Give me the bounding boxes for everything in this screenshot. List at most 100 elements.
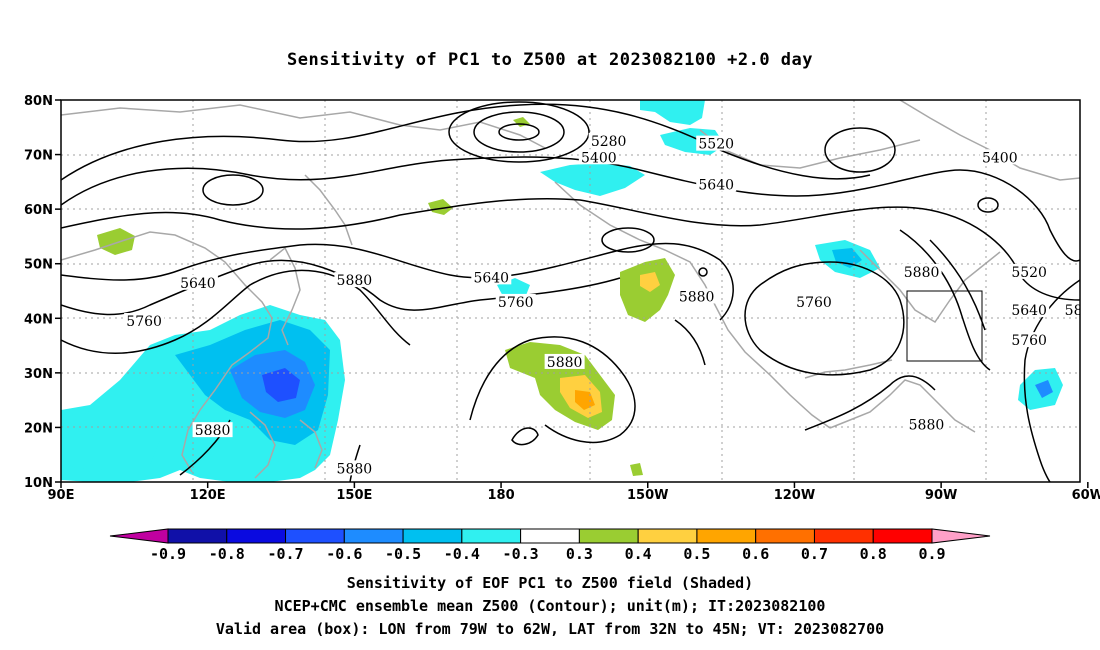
colorbar-swatch [402,528,463,544]
contour-label-bg [544,353,585,369]
y-axis: 10N 20N 30N 40N 50N 60N 70N 80N [24,94,61,491]
colorbar-swatch [343,528,404,544]
y-tick-label: 70N [24,149,53,164]
colorbar-label: 0.3 [566,545,593,563]
contour-label-bg [1009,332,1050,348]
positive-region-siberia [428,199,453,215]
x-tick-label: 120W [774,488,815,503]
negative-region-bering [540,163,645,196]
colorbar-swatch [755,528,815,544]
valid-area-box [906,290,983,362]
y-tick-label: 10N [24,476,53,491]
x-tick-label: 150E [336,488,372,503]
contour-label-bg [906,416,947,432]
contour-label-bg [471,269,512,285]
colorbar-swatch [520,528,580,544]
footer-line-2: NCEP+CMC ensemble mean Z500 (Contour); u… [274,597,826,615]
x-tick-label: 120E [190,488,226,503]
contour-labels: 5280540055205640540055205640576058858805… [124,132,1092,477]
contour-label-bg [1009,302,1050,318]
x-tick-label: 90W [925,488,957,503]
contour-label: 5520 [698,137,734,153]
x-tick-label: 60W [1072,488,1100,503]
colorbar: -0.9 -0.8 -0.7 -0.6 -0.5 -0.4 -0.3 0.3 0.4 0.5 0.6… [109,528,991,563]
colorbar-min-arrow [109,528,169,544]
colorbar-label: -0.3 [503,545,539,563]
y-tick-label: 40N [24,312,53,327]
contour-label: 5880 [547,355,583,371]
x-tick-label: 90E [48,488,75,503]
contour-label: 5880 [195,423,231,439]
colorbar-label: -0.9 [150,545,186,563]
x-axis: 90E 120E 150E 180 150W 120W 90W 60W [48,482,1100,503]
colorbar-swatch [226,528,287,544]
colorbar-swatch [578,528,639,544]
colorbar-label: 0.6 [742,545,769,563]
positive-region-hawaii [630,463,643,476]
contour-label-bg [696,135,737,151]
colorbar-label: -0.5 [385,545,421,563]
shaded-sensitivity [61,100,1063,482]
contour-label: 5400 [982,150,1018,166]
colorbar-label: 0.9 [918,545,945,563]
colorbar-label: -0.8 [209,545,245,563]
chart-title: Sensitivity of PC1 to Z500 at 2023082100… [286,50,813,70]
footer-line-3: Valid area (box): LON from 79W to 62W, L… [215,620,885,638]
contour-label: 5640 [698,178,734,194]
colorbar-label: 0.5 [683,545,710,563]
contour-label: 5760 [126,314,162,330]
colorbar-swatch [696,528,757,544]
colorbar-swatch [637,528,698,544]
negative-region-dark [262,368,300,402]
negative-region-eastchina [61,410,160,470]
colorbar-swatch [872,528,933,544]
x-tick-label: 180 [487,488,514,503]
contour-label-bg [1009,263,1050,279]
contour-label-bg [794,293,835,309]
contour-label-bg [588,132,629,148]
contour-label-bg [334,460,375,476]
colorbar-label: 0.7 [801,545,828,563]
contour-label: 5760 [1011,333,1047,349]
contour-label: 5880 [904,265,940,281]
colorbar-swatch [285,528,345,544]
colorbar-max-arrow [931,528,991,544]
contour-label-bg [696,176,737,192]
contour-label: 5640 [1011,303,1047,319]
positive-region-np-yellow [640,272,660,292]
contour-label-bg [192,422,233,438]
contour-label-bg [578,149,619,165]
colorbar-label: -0.7 [267,545,303,563]
contour-label-bg [979,149,1020,165]
contour-label: 5400 [581,150,617,166]
y-tick-label: 20N [24,421,53,436]
negative-region-arctic [640,100,705,125]
contour-label: 5520 [1011,265,1047,281]
positive-region-china [97,228,135,255]
contour-label: 5640 [180,276,216,292]
x-tick-label: 150W [627,488,668,503]
y-tick-label: 30N [24,367,53,382]
contour-label: 5880 [337,273,373,289]
contour-label-bg [495,293,536,309]
negative-region-atlantic-core [1035,380,1053,398]
colorbar-label: 0.4 [625,545,652,563]
contour-label-bg [177,274,218,290]
contour-label: 5640 [473,270,509,286]
contour-label-bg [124,313,165,329]
contour-label: 588 [1065,303,1092,319]
y-tick-label: 60N [24,203,53,218]
colorbar-swatch [167,528,228,544]
footer-line-1: Sensitivity of EOF PC1 to Z500 field (Sh… [346,574,754,592]
contour-label: 5760 [796,295,832,311]
y-tick-label: 80N [24,94,53,109]
contour-label-bg [1062,302,1080,318]
colorbar-swatch [813,528,874,544]
colorbar-label: -0.6 [326,545,362,563]
contour-label-bg [676,288,717,304]
contour-label: 5880 [909,418,945,434]
contour-label: 5280 [591,134,627,150]
colorbar-label: 0.8 [860,545,887,563]
contour-label: 5880 [679,289,715,305]
